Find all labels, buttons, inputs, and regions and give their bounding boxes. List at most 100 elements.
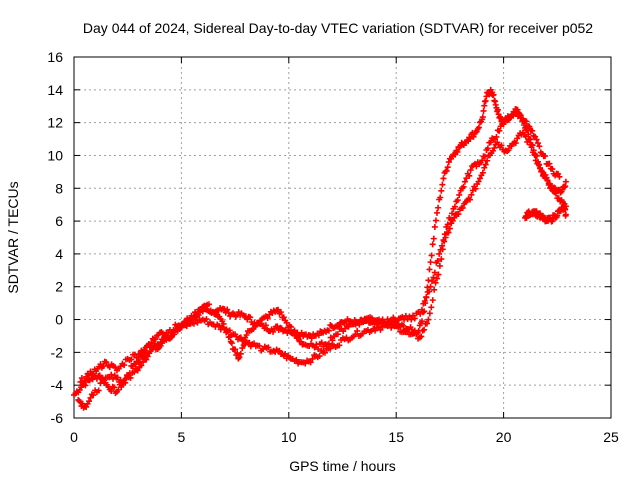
data-point xyxy=(161,332,168,339)
data-point xyxy=(427,283,434,290)
data-point xyxy=(557,189,564,196)
data-point xyxy=(181,318,188,325)
y-tick-label: 14 xyxy=(47,82,63,98)
data-point xyxy=(170,326,177,333)
data-point xyxy=(484,157,491,164)
data-point xyxy=(491,144,498,151)
data-point xyxy=(325,327,332,334)
data-point xyxy=(439,242,446,249)
data-point xyxy=(430,235,437,242)
x-tick-label: 5 xyxy=(178,429,186,445)
data-point xyxy=(110,375,117,382)
data-point xyxy=(426,310,433,317)
data-point xyxy=(435,271,442,278)
data-point xyxy=(482,161,489,168)
y-tick-label: 12 xyxy=(47,115,63,131)
data-point xyxy=(451,214,458,221)
data-point xyxy=(429,297,436,304)
data-point xyxy=(531,151,538,158)
data-point xyxy=(493,133,500,140)
data-point xyxy=(112,364,119,371)
data-point xyxy=(256,342,263,349)
data-point xyxy=(484,145,491,152)
data-point xyxy=(479,157,486,164)
data-point xyxy=(487,139,494,146)
data-point xyxy=(479,114,486,121)
y-tick-label: 8 xyxy=(55,180,63,196)
data-point xyxy=(562,178,569,185)
x-tick-label: 0 xyxy=(70,429,78,445)
data-point xyxy=(440,237,447,244)
data-point xyxy=(388,318,395,325)
data-point xyxy=(265,344,272,351)
data-point xyxy=(215,322,222,329)
data-point xyxy=(232,346,239,353)
data-point xyxy=(446,225,453,232)
data-point xyxy=(436,262,443,269)
data-point xyxy=(87,394,94,401)
data-point xyxy=(309,355,316,362)
data-point xyxy=(295,334,302,341)
data-point xyxy=(280,314,287,321)
data-point xyxy=(418,318,425,325)
data-point xyxy=(432,217,439,224)
data-point xyxy=(236,354,243,361)
data-point xyxy=(127,374,134,381)
data-point xyxy=(428,252,435,259)
data-point xyxy=(277,309,284,316)
data-point xyxy=(536,143,543,150)
data-point xyxy=(428,304,435,311)
data-point xyxy=(262,322,269,329)
data-point xyxy=(472,129,479,136)
data-point xyxy=(198,307,205,314)
data-point xyxy=(472,185,479,192)
data-point xyxy=(466,172,473,179)
data-point xyxy=(544,177,551,184)
data-point xyxy=(388,324,395,331)
data-point xyxy=(455,211,462,218)
data-point xyxy=(311,344,318,351)
data-point xyxy=(445,159,452,166)
data-point xyxy=(247,314,254,321)
data-point xyxy=(454,148,461,155)
grid-lines xyxy=(74,57,611,418)
x-tick-label: 20 xyxy=(496,429,512,445)
data-point xyxy=(431,269,438,276)
data-point xyxy=(522,133,529,140)
data-point xyxy=(542,152,549,159)
data-point xyxy=(237,350,244,357)
data-point xyxy=(443,167,450,174)
data-point xyxy=(512,140,519,147)
data-point xyxy=(406,313,413,320)
data-point xyxy=(476,175,483,182)
y-axis-label: SDTVAR / TECUs xyxy=(5,181,21,293)
data-point xyxy=(140,359,147,366)
data-point xyxy=(224,328,231,335)
data-point xyxy=(81,377,88,384)
data-point xyxy=(514,135,521,142)
x-tick-label: 25 xyxy=(603,429,619,445)
data-point xyxy=(466,196,473,203)
data-point xyxy=(459,204,466,211)
data-point xyxy=(316,353,323,360)
data-point xyxy=(111,384,118,391)
data-point xyxy=(315,346,322,353)
data-point xyxy=(435,204,442,211)
data-point xyxy=(423,320,430,327)
data-point xyxy=(325,340,332,347)
data-point xyxy=(252,323,259,330)
data-point xyxy=(327,345,334,352)
data-points xyxy=(71,86,569,411)
data-point xyxy=(451,203,458,210)
x-tick-label: 15 xyxy=(388,429,404,445)
data-point xyxy=(533,136,540,143)
data-point xyxy=(523,118,530,125)
data-point xyxy=(490,91,497,98)
data-point xyxy=(438,187,445,194)
axis-ticks xyxy=(73,56,612,419)
data-point xyxy=(467,167,474,174)
data-point xyxy=(144,353,151,360)
data-point xyxy=(426,266,433,273)
y-tick-label: 10 xyxy=(47,147,63,163)
data-point xyxy=(434,275,441,282)
